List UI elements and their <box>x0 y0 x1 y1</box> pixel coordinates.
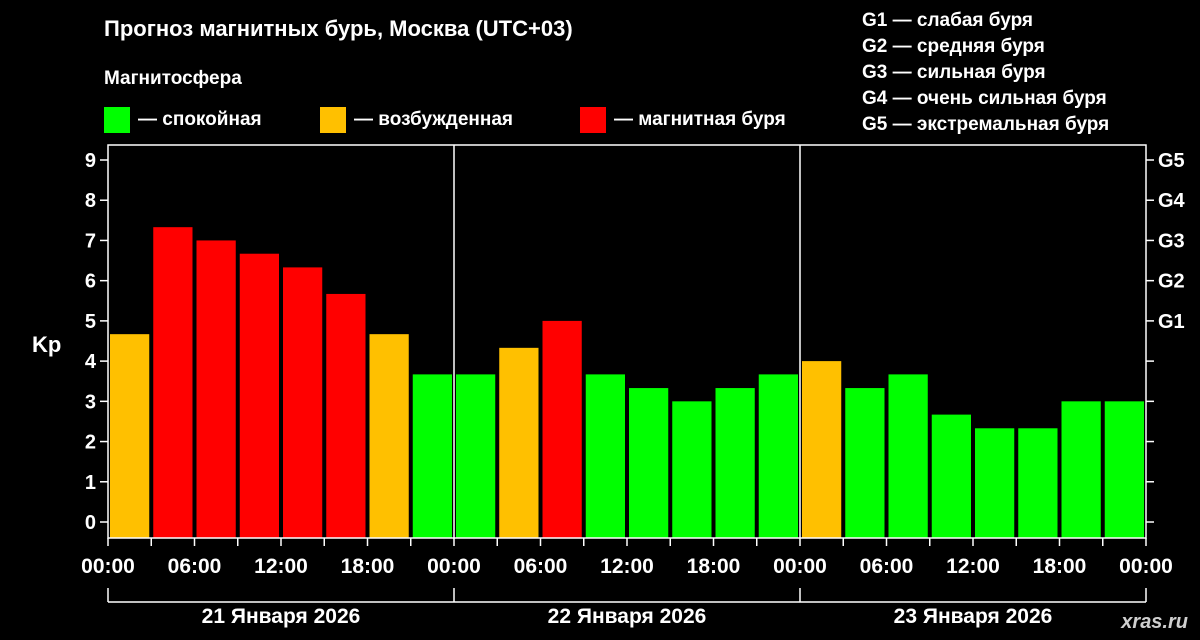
y-tick-label-3: 3 <box>85 391 96 413</box>
g-tick-label-2: G3 <box>1158 230 1185 252</box>
x-tick-label-0: 00:00 <box>81 555 135 578</box>
g-legend-g2: G2 — средняя буря <box>862 36 1045 57</box>
bar-3 <box>239 253 279 538</box>
g-tick-label-0: G1 <box>1158 311 1185 333</box>
watermark: xras.ru <box>1121 611 1188 633</box>
y-tick-label-2: 2 <box>85 432 96 454</box>
bar-23 <box>1104 401 1144 538</box>
g-tick-label-3: G4 <box>1158 190 1186 212</box>
x-tick-label-8: 00:00 <box>773 555 827 578</box>
legend-unsettled: — возбужденная <box>320 106 513 134</box>
bar-20 <box>975 428 1015 538</box>
y-tick-label-4: 4 <box>85 351 97 373</box>
bar-18 <box>888 374 928 538</box>
x-tick-label-11: 18:00 <box>1033 555 1087 578</box>
legend-label-unsettled: — возбужденная <box>354 109 514 130</box>
bar-11 <box>585 374 625 538</box>
g-tick-label-4: G5 <box>1158 150 1185 172</box>
legend-quiet: — спокойная <box>104 106 262 134</box>
bar-0 <box>110 334 150 538</box>
y-tick-label-5: 5 <box>85 311 96 333</box>
y-tick-label-6: 6 <box>85 271 96 293</box>
g-legend-g5: G5 — экстремальная буря <box>862 114 1110 135</box>
x-tick-label-5: 06:00 <box>514 555 568 578</box>
x-tick-label-4: 00:00 <box>427 555 481 578</box>
y-tick-label-8: 8 <box>85 190 96 212</box>
bar-10 <box>542 320 582 538</box>
x-tick-label-3: 18:00 <box>341 555 395 578</box>
chart-title: Прогноз магнитных бурь, Москва (UTC+03) <box>104 16 573 41</box>
legend-label-quiet: — спокойная <box>138 109 262 130</box>
x-tick-label-7: 18:00 <box>687 555 741 578</box>
bar-12 <box>629 388 669 538</box>
x-tick-label-9: 06:00 <box>860 555 914 578</box>
x-tick-label-2: 12:00 <box>254 555 308 578</box>
g-legend-g3: G3 — сильная буря <box>862 62 1046 83</box>
legend-label-storm: — магнитная буря <box>614 109 786 130</box>
bar-19 <box>931 414 971 538</box>
x-tick-label-10: 12:00 <box>946 555 1000 578</box>
bar-6 <box>369 334 409 538</box>
bar-1 <box>153 227 193 538</box>
bar-13 <box>672 401 712 538</box>
bar-7 <box>412 374 452 538</box>
legend-swatch-storm <box>580 107 606 133</box>
day-label-2: 23 Января 2026 <box>894 605 1053 628</box>
magnetosphere-label: Магнитосфера <box>104 68 242 89</box>
bar-2 <box>196 240 236 538</box>
y-tick-label-1: 1 <box>85 472 96 494</box>
y-axis-label: Kp <box>32 332 61 357</box>
bar-14 <box>715 388 755 538</box>
g-tick-label-1: G2 <box>1158 271 1185 293</box>
bar-4 <box>283 267 323 538</box>
g-legend-g4: G4 — очень сильная буря <box>862 88 1107 109</box>
bar-8 <box>456 374 496 538</box>
legend-swatch-unsettled <box>320 107 346 133</box>
x-tick-label-6: 12:00 <box>600 555 654 578</box>
bar-21 <box>1018 428 1058 538</box>
y-tick-label-7: 7 <box>85 230 96 252</box>
legend-swatch-quiet <box>104 107 130 133</box>
bar-15 <box>758 374 798 538</box>
bar-16 <box>802 361 842 538</box>
g-legend-g1: G1 — слабая буря <box>862 10 1034 31</box>
y-tick-label-9: 9 <box>85 150 96 172</box>
bar-22 <box>1061 401 1101 538</box>
legend-storm: — магнитная буря <box>580 106 786 134</box>
bar-5 <box>326 293 366 538</box>
g-scale-legend: G1 — слабая буря G2 — средняя буря G3 — … <box>862 8 1109 138</box>
x-tick-label-1: 06:00 <box>168 555 222 578</box>
x-tick-label-12: 00:00 <box>1119 555 1173 578</box>
bar-9 <box>499 347 539 538</box>
bar-17 <box>845 388 885 538</box>
day-label-1: 22 Января 2026 <box>548 605 707 628</box>
day-label-0: 21 Января 2026 <box>202 605 361 628</box>
y-tick-label-0: 0 <box>85 512 96 534</box>
